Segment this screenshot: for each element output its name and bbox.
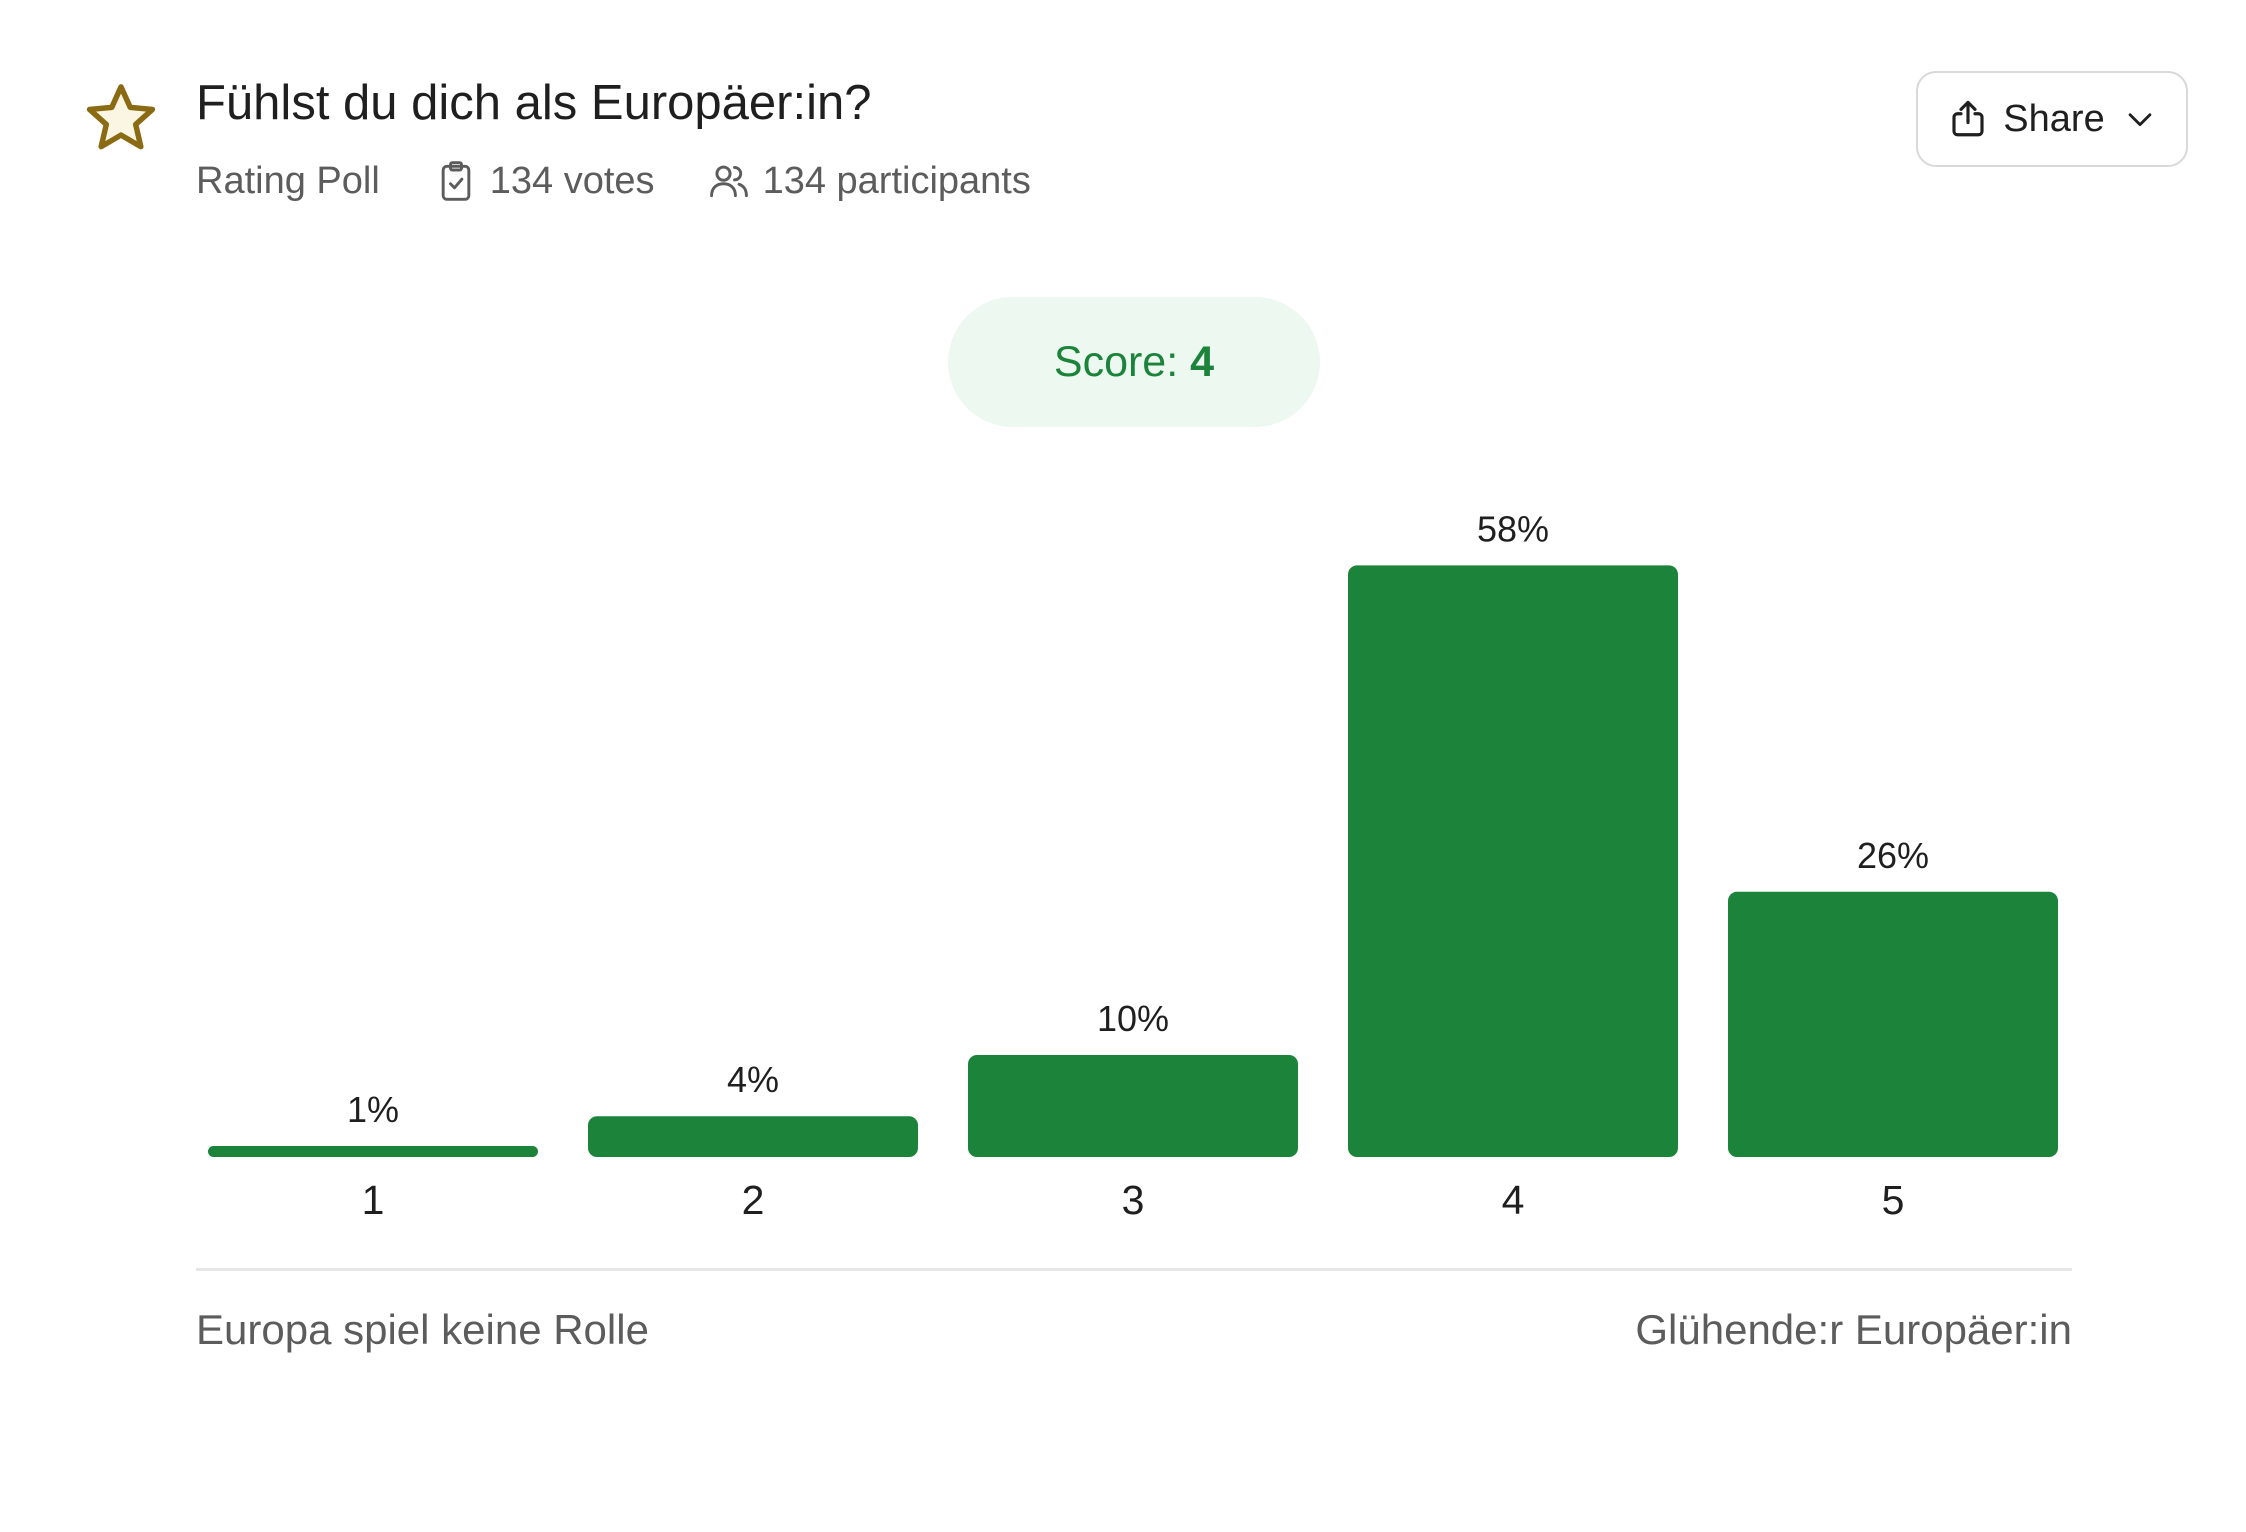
bar-2 xyxy=(588,1116,918,1157)
votes-count: 134 votes xyxy=(434,159,655,203)
poll-title: Fühlst du dich als Europäer:in? xyxy=(196,76,872,130)
score-badge: Score: 4 xyxy=(948,297,1320,427)
share-button[interactable]: Share xyxy=(1916,71,2188,167)
poll-type-label: Rating Poll xyxy=(196,159,380,202)
participants-count: 134 participants xyxy=(707,159,1031,203)
scale-max-label: Glühende:r Europäer:in xyxy=(1635,1306,2072,1353)
share-icon xyxy=(1952,100,1984,137)
category-label: 3 xyxy=(1122,1177,1145,1223)
share-label: Share xyxy=(2003,97,2105,140)
score-value: 4 xyxy=(1190,337,1215,386)
bar-value-label: 1% xyxy=(347,1089,399,1130)
bar-4 xyxy=(1348,565,1678,1157)
votes-label: 134 votes xyxy=(489,159,655,202)
category-label: 1 xyxy=(362,1177,385,1223)
users-icon xyxy=(709,165,748,198)
bar-3 xyxy=(968,1055,1298,1157)
category-label: 5 xyxy=(1882,1177,1905,1223)
bar-value-label: 10% xyxy=(1097,998,1169,1039)
bar-value-label: 58% xyxy=(1477,508,1549,549)
poll-meta: Rating Poll 134 votes 134 participants xyxy=(196,152,1031,210)
bar-1 xyxy=(208,1146,538,1157)
star-icon xyxy=(86,84,156,150)
bar-value-label: 4% xyxy=(727,1059,779,1100)
clipboard-check-icon xyxy=(441,161,471,201)
bar-value-label: 26% xyxy=(1857,835,1929,876)
bar-5 xyxy=(1728,891,2058,1157)
category-label: 2 xyxy=(742,1177,765,1223)
scale-min-label: Europa spiel keine Rolle xyxy=(196,1306,649,1353)
score-label: Score: xyxy=(1053,337,1179,386)
category-label: 4 xyxy=(1502,1177,1525,1223)
chevron-down-icon xyxy=(2128,113,2152,127)
participants-label: 134 participants xyxy=(762,159,1031,202)
chart-divider xyxy=(196,1268,2072,1271)
